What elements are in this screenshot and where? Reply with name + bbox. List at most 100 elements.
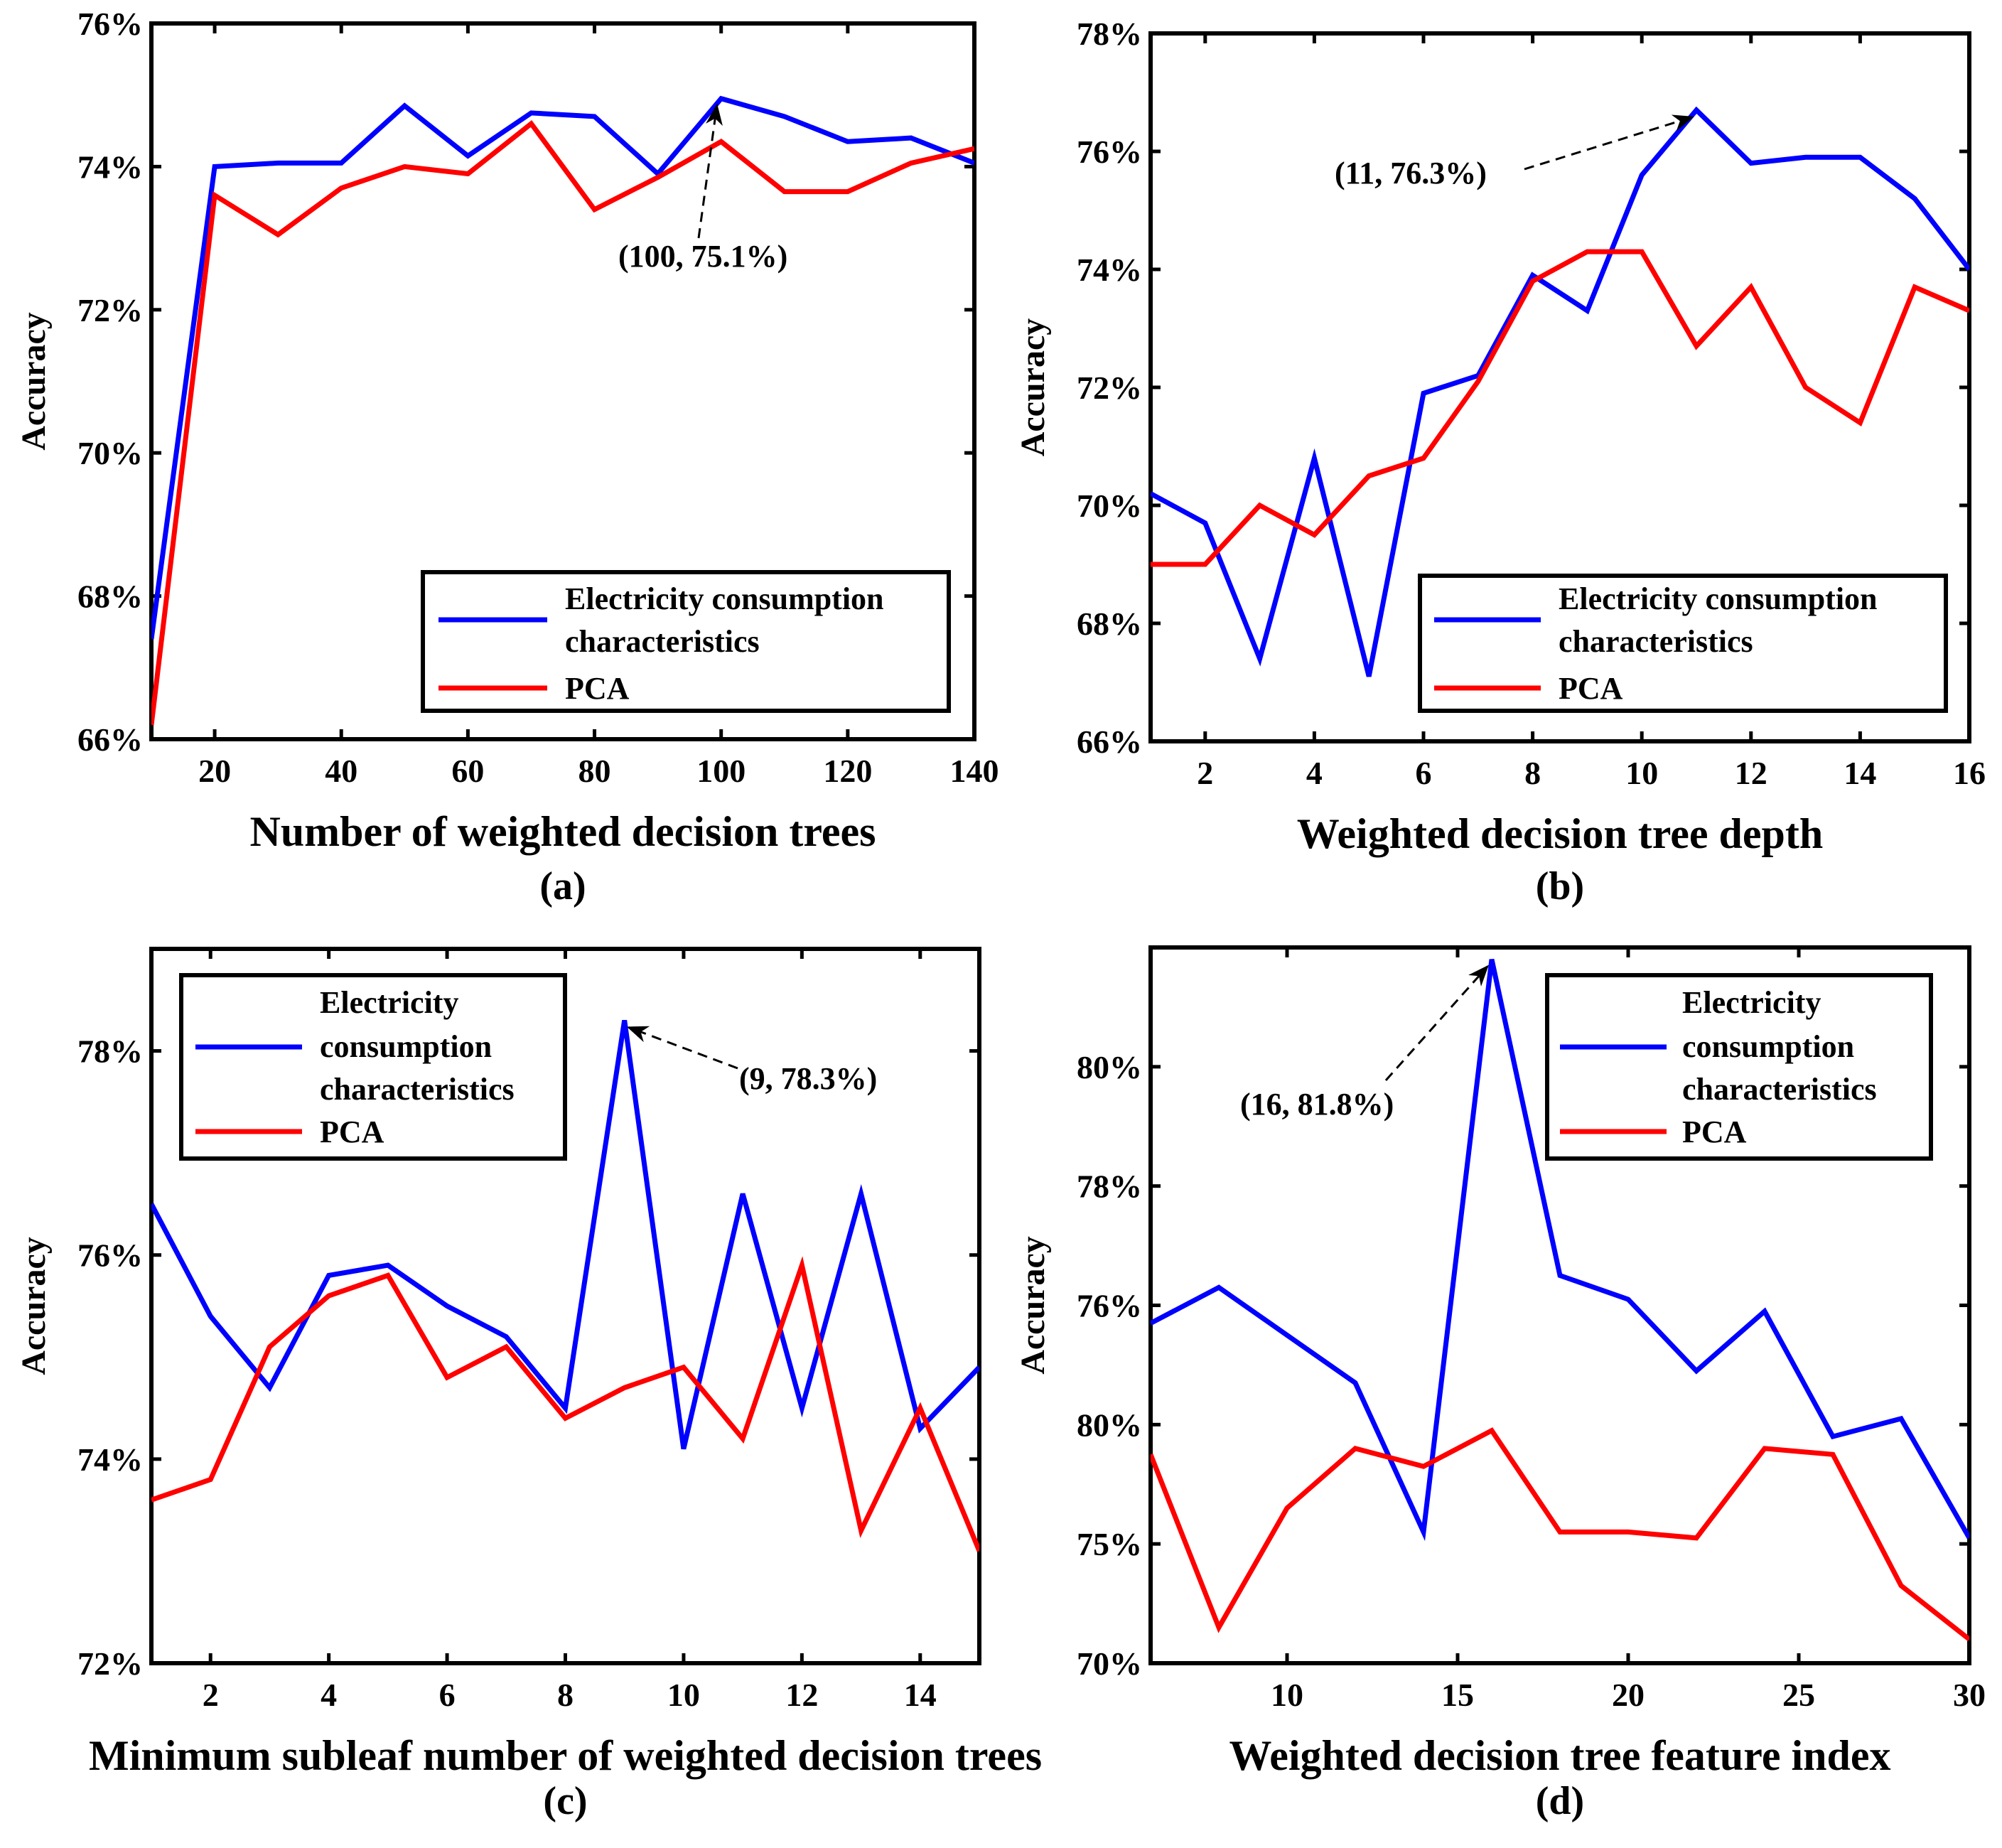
legend-label-electricity: Electricity xyxy=(320,985,458,1020)
y-tick-label: 76% xyxy=(77,6,143,42)
y-tick-label: 74% xyxy=(1077,252,1142,288)
y-tick-label: 70% xyxy=(1077,1645,1142,1682)
y-tick-label: 75% xyxy=(1077,1526,1142,1562)
x-tick-label: 60 xyxy=(451,753,484,789)
x-tick-label: 6 xyxy=(439,1677,456,1713)
y-tick-label: 74% xyxy=(77,149,143,185)
y-tick-label: 76% xyxy=(1077,134,1142,170)
annotation-arrow xyxy=(1524,114,1694,171)
x-tick-label: 140 xyxy=(950,753,999,789)
legend-label-electricity: characteristics xyxy=(1559,624,1753,659)
y-tick-label: 78% xyxy=(77,1033,143,1070)
x-tick-label: 40 xyxy=(325,753,357,789)
annotation-arrow xyxy=(626,1026,738,1070)
y-tick-label: 76% xyxy=(1077,1288,1142,1324)
y-tick-label: 74% xyxy=(77,1441,143,1478)
x-axis-label: Weighted decision tree depth xyxy=(1297,810,1824,857)
x-tick-label: 2 xyxy=(203,1677,219,1713)
legend-label-electricity: Electricity consumption xyxy=(565,581,884,616)
x-tick-label: 6 xyxy=(1416,755,1432,791)
x-tick-label: 12 xyxy=(1735,755,1767,791)
y-tick-label: 66% xyxy=(1077,724,1142,760)
x-tick-label: 25 xyxy=(1782,1677,1815,1713)
y-tick-label: 76% xyxy=(77,1237,143,1274)
x-tick-label: 30 xyxy=(1953,1677,1986,1713)
legend: Electricity consumption characteristics PC… xyxy=(1418,574,1948,713)
y-tick-label: 68% xyxy=(77,579,143,615)
legend: Electricity consumption characteristics PCA xyxy=(179,973,567,1161)
chart-d: 70% 75% 80% 76% 78% 80% 10 15 20 25 30 Weighted dec… xyxy=(1014,945,1986,1823)
legend-label-pca: PCA xyxy=(565,671,630,706)
legend-box xyxy=(179,973,567,1161)
legend-box xyxy=(1545,973,1933,1161)
y-tick-label: 78% xyxy=(1077,16,1142,52)
x-tick-label: 8 xyxy=(1524,755,1541,791)
legend-label-pca: PCA xyxy=(1559,671,1623,706)
series-line-pca xyxy=(151,1256,979,1552)
y-tick-label: 70% xyxy=(1077,488,1142,524)
y-tick-label: 78% xyxy=(1077,1169,1142,1205)
y-axis-label: Accuracy xyxy=(1014,318,1052,457)
x-tick-label: 10 xyxy=(1625,755,1658,791)
x-tick-label: 12 xyxy=(785,1677,818,1713)
y-tick-label: 72% xyxy=(77,292,143,328)
y-tick-label: 72% xyxy=(1077,370,1142,406)
x-tick-label: 14 xyxy=(1844,755,1876,791)
series-line-pca xyxy=(1151,249,1969,567)
x-axis-label: Weighted decision tree feature index xyxy=(1229,1732,1891,1779)
plot-frame xyxy=(149,21,976,741)
legend-label-electricity: characteristics xyxy=(1682,1072,1877,1107)
x-tick-label: 16 xyxy=(1953,755,1986,791)
legend-label-pca: PCA xyxy=(320,1114,384,1149)
x-tick-label: 10 xyxy=(667,1677,700,1713)
legend-label-electricity: consumption xyxy=(1682,1029,1854,1064)
y-axis-label: Accuracy xyxy=(1014,1236,1052,1375)
x-tick-label: 4 xyxy=(321,1677,337,1713)
series-line-pca xyxy=(151,120,974,726)
annotation-label: (100, 75.1%) xyxy=(618,239,787,274)
panel-caption: (d) xyxy=(1536,1779,1584,1823)
x-tick-label: 20 xyxy=(1612,1677,1645,1713)
legend-label-electricity: Electricity xyxy=(1682,985,1821,1020)
x-tick-label: 100 xyxy=(696,753,746,789)
annotation-arrow xyxy=(1384,965,1489,1081)
x-tick-label: 14 xyxy=(904,1677,937,1713)
y-axis-label: Accuracy xyxy=(15,1237,53,1375)
series-line-electricity xyxy=(1151,106,1969,677)
annotation-label: (16, 81.8%) xyxy=(1240,1087,1394,1122)
x-tick-label: 15 xyxy=(1441,1677,1474,1713)
series-line-electricity xyxy=(1151,959,1969,1542)
y-tick-label: 80% xyxy=(1077,1049,1142,1085)
annotation-arrow xyxy=(697,103,723,239)
chart-a: 66% 68% 70% 72% 74% 76% 20 40 60 80 100 120 140 Numbe… xyxy=(15,6,999,908)
annotation-label: (11, 76.3%) xyxy=(1335,156,1487,190)
panel-caption: (b) xyxy=(1536,864,1584,908)
legend-label-electricity: characteristics xyxy=(320,1072,515,1107)
y-axis-label: Accuracy xyxy=(15,312,53,451)
series-line-electricity xyxy=(151,1019,979,1450)
legend-label-electricity: consumption xyxy=(320,1029,492,1064)
legend: Electricity consumption characteristics PC… xyxy=(421,570,951,713)
y-tick-label: 72% xyxy=(77,1645,143,1682)
y-tick-label: 80% xyxy=(1077,1407,1142,1443)
panel-caption: (c) xyxy=(543,1779,587,1823)
x-tick-label: 120 xyxy=(823,753,872,789)
chart-b: 66% 68% 70% 72% 74% 76% 78% 2 4 6 8 10 12 14 16 Weighte… xyxy=(1014,16,1986,908)
annotation-label: (9, 78.3%) xyxy=(739,1061,877,1096)
y-tick-label: 68% xyxy=(1077,606,1142,642)
x-axis-label: Number of weighted decision trees xyxy=(249,808,876,855)
legend-label-electricity: Electricity consumption xyxy=(1559,581,1878,616)
x-tick-label: 4 xyxy=(1306,755,1323,791)
series-line-electricity xyxy=(151,95,974,640)
y-tick-label: 66% xyxy=(77,721,143,758)
x-axis-label: Minimum subleaf number of weighted decis… xyxy=(89,1732,1042,1779)
panel-caption: (a) xyxy=(539,864,586,908)
chart-c: 72% 74% 76% 78% 2 4 6 8 10 12 14 Minimum subleaf nu… xyxy=(15,947,1042,1823)
y-tick-label: 70% xyxy=(77,435,143,471)
legend: Electricity consumption characteristics PCA xyxy=(1545,973,1933,1161)
x-tick-label: 8 xyxy=(557,1677,574,1713)
legend-label-pca: PCA xyxy=(1682,1114,1747,1149)
x-tick-label: 2 xyxy=(1197,755,1213,791)
x-tick-label: 20 xyxy=(198,753,231,789)
